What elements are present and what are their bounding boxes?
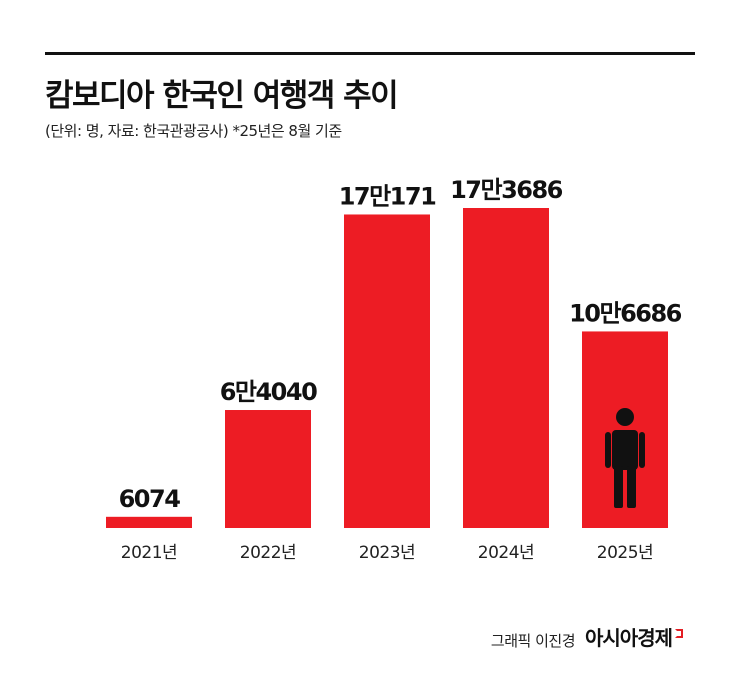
data-label-2024년: 17만3686 xyxy=(450,176,563,204)
bar-2023년 xyxy=(344,214,430,528)
x-tick-2024년: 2024년 xyxy=(478,543,534,563)
x-tick-2023년: 2023년 xyxy=(359,543,415,563)
chart-title: 캄보디아 한국인 여행객 추이 xyxy=(45,78,399,114)
credit: 그래픽 이진경 아시아경제 xyxy=(491,622,683,651)
brand-mark-icon xyxy=(675,629,683,638)
graphic-credit: 그래픽 이진경 xyxy=(490,632,576,650)
x-tick-2022년: 2022년 xyxy=(240,543,296,563)
top-rule xyxy=(45,52,695,55)
brand-logo: 아시아경제 xyxy=(585,626,673,650)
bar-2021년 xyxy=(106,516,192,528)
data-label-2025년: 10만6686 xyxy=(569,299,682,327)
chart-subtitle: (단위: 명, 자료: 한국관광공사) *25년은 8월 기준 xyxy=(45,122,342,140)
bar-2022년 xyxy=(225,410,311,528)
bar-2025년 xyxy=(582,331,668,528)
x-tick-2021년: 2021년 xyxy=(121,543,177,563)
person-icon xyxy=(605,408,645,508)
data-label-2021년: 6074 xyxy=(119,485,181,513)
data-label-2023년: 17만171 xyxy=(339,182,436,210)
bar-2024년 xyxy=(463,208,549,528)
data-label-2022년: 6만4040 xyxy=(220,378,317,406)
x-tick-2025년: 2025년 xyxy=(597,543,653,563)
